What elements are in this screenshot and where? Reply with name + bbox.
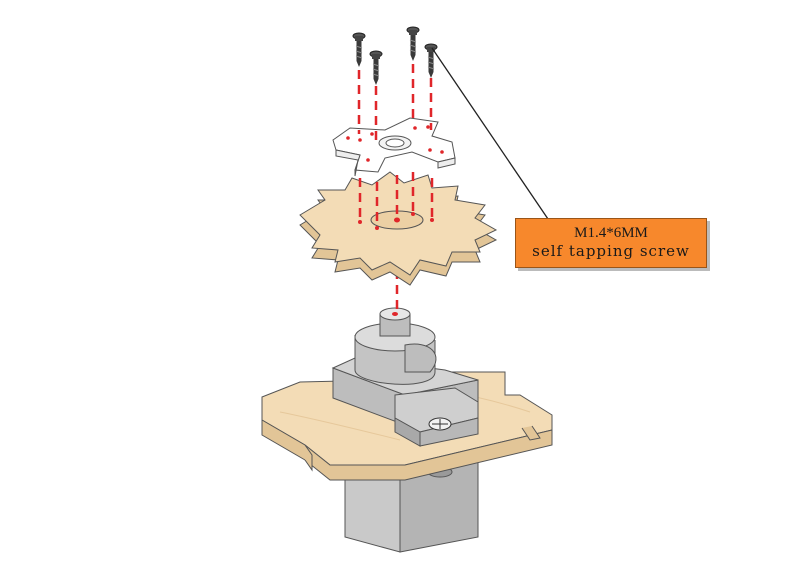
screw-spec-type: self tapping screw bbox=[532, 242, 690, 260]
guide-lines-screws-horn bbox=[357, 64, 433, 140]
guide-lines-horn-gear bbox=[358, 172, 434, 226]
screw-4 bbox=[424, 43, 438, 78]
servo-horn bbox=[332, 117, 456, 177]
screw-spec-callout: M1.4*6MM self tapping screw bbox=[515, 218, 707, 268]
servo-upper-housing bbox=[331, 307, 479, 447]
wooden-gear bbox=[299, 171, 498, 286]
screw-spec-size: M1.4*6MM bbox=[574, 225, 648, 241]
screw-3 bbox=[406, 26, 420, 61]
screw-2 bbox=[369, 50, 383, 85]
screw-1 bbox=[352, 32, 366, 67]
callout-leader-line bbox=[431, 47, 549, 220]
